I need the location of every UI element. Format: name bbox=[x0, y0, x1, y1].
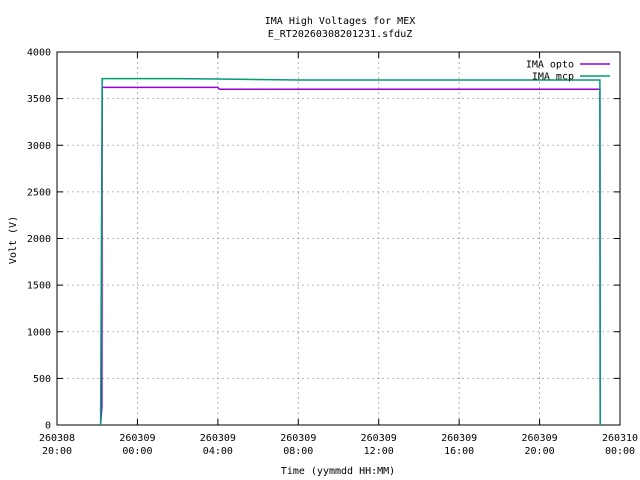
legend-label: IMA opto bbox=[526, 60, 574, 71]
y-tick-label: 2000 bbox=[27, 234, 51, 245]
x-tick-label: 260310 00:00 bbox=[602, 433, 638, 457]
y-axis-label: Volt (V) bbox=[8, 216, 19, 264]
x-tick-label: 260308 20:00 bbox=[39, 433, 75, 457]
chart-title: IMA High Voltages for MEX bbox=[265, 16, 416, 27]
legend-label: IMA mcp bbox=[532, 72, 574, 83]
y-tick-label: 3500 bbox=[27, 94, 51, 105]
y-tick-label: 1500 bbox=[27, 281, 51, 292]
y-tick-label: 1000 bbox=[27, 327, 51, 338]
series-line bbox=[99, 86, 601, 426]
chart-subtitle: E_RT20260308201231.sfduZ bbox=[268, 29, 413, 40]
y-tick-label: 2500 bbox=[27, 187, 51, 198]
y-tick-label: 500 bbox=[33, 374, 51, 385]
plot-frame bbox=[56, 51, 621, 426]
series-line bbox=[99, 77, 601, 426]
x-tick-label: 260309 12:00 bbox=[361, 433, 397, 457]
y-tick-label: 3000 bbox=[27, 141, 51, 152]
y-tick-label: 4000 bbox=[27, 48, 51, 59]
x-tick-label: 260309 20:00 bbox=[522, 433, 558, 457]
y-tick-label: 0 bbox=[45, 421, 51, 432]
x-tick-label: 260309 16:00 bbox=[441, 433, 477, 457]
x-axis-label: Time (yymmdd HH:MM) bbox=[281, 466, 395, 477]
x-tick-label: 260309 08:00 bbox=[280, 433, 316, 457]
x-tick-label: 260309 00:00 bbox=[119, 433, 155, 457]
x-tick-label: 260309 04:00 bbox=[200, 433, 236, 457]
